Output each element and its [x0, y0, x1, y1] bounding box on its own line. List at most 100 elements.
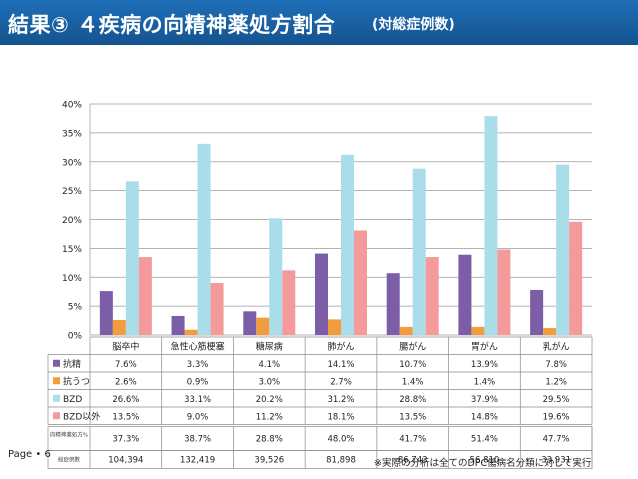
legend-label: 抗うつ — [63, 375, 90, 387]
bar-4-0 — [386, 273, 400, 335]
extra-row-label: 向精神薬処方% — [50, 431, 88, 439]
legend-swatch — [53, 377, 60, 385]
bar-6-0 — [530, 289, 544, 335]
data-label: 2.6% — [115, 377, 137, 387]
page-title: 結果③ ４疾病の向精神薬処方割合 — [8, 13, 336, 37]
extra-row-value: 51.4% — [471, 435, 498, 445]
bar-1-0 — [171, 315, 185, 335]
data-label: 10.7% — [399, 360, 426, 370]
legend-label: BZD以外 — [63, 410, 100, 422]
extra-row-value: 38.7% — [184, 435, 211, 445]
data-label: 18.1% — [327, 412, 354, 422]
y-tick-label: 15% — [62, 245, 82, 255]
y-tick-label: 25% — [62, 187, 82, 197]
data-label: 13.5% — [399, 412, 426, 422]
category-label: 急性心筋梗塞 — [171, 341, 225, 353]
bar-5-0 — [458, 254, 472, 335]
data-label: 1.4% — [474, 377, 496, 387]
bar-5-3 — [497, 249, 511, 335]
category-label: 乳がん — [543, 341, 570, 353]
legend-swatch — [53, 394, 60, 402]
y-tick-label: 35% — [62, 129, 82, 139]
page-subtitle: (対総症例数) — [372, 17, 455, 33]
data-label: 4.1% — [258, 360, 280, 370]
category-label: 脳卒中 — [112, 341, 139, 353]
y-tick-label: 0% — [68, 332, 83, 342]
extra-row-value: 132,419 — [180, 456, 215, 466]
bar-6-1 — [543, 328, 557, 335]
bar-0-3 — [138, 257, 152, 335]
data-label: 13.9% — [471, 360, 498, 370]
bar-6-3 — [569, 221, 583, 335]
bar-2-0 — [243, 311, 257, 335]
category-label: 腸がん — [399, 341, 426, 353]
bar-1-3 — [210, 283, 224, 335]
extra-row-value: 48.0% — [327, 435, 354, 445]
data-label: 0.9% — [187, 377, 209, 387]
extra-row-value: 47.7% — [543, 435, 570, 445]
legend-label: 抗精 — [63, 358, 81, 370]
page-number: Page • 6 — [8, 449, 51, 460]
bar-5-1 — [471, 326, 485, 335]
data-label: 3.3% — [187, 360, 209, 370]
legend-swatch — [53, 359, 60, 367]
title-bar: 結果③ ４疾病の向精神薬処方割合 (対総症例数) — [0, 0, 638, 45]
data-label: 29.5% — [543, 395, 570, 405]
extra-row-value: 81,898 — [326, 456, 356, 466]
data-label: 37.9% — [471, 395, 498, 405]
bar-3-1 — [328, 319, 341, 335]
bar-4-1 — [399, 326, 413, 335]
extra-row-value: 37.3% — [112, 435, 139, 445]
data-label: 9.0% — [187, 412, 209, 422]
extra-row-value: 33,931 — [541, 456, 571, 466]
bar-2-1 — [256, 317, 270, 335]
extra-row-value: 86,743 — [398, 456, 428, 466]
bar-3-3 — [354, 230, 367, 335]
data-label: 7.8% — [545, 360, 567, 370]
data-label: 13.5% — [112, 412, 139, 422]
category-label: 胃がん — [471, 341, 498, 353]
y-tick-label: 20% — [62, 216, 82, 226]
data-label: 20.2% — [256, 395, 283, 405]
bar-2-3 — [282, 270, 296, 335]
y-tick-label: 30% — [62, 158, 82, 168]
data-label: 14.1% — [327, 360, 354, 370]
data-label: 28.8% — [399, 395, 426, 405]
data-label: 31.2% — [327, 395, 354, 405]
data-label: 26.6% — [112, 395, 139, 405]
y-tick-label: 10% — [62, 274, 82, 284]
bar-0-2 — [125, 181, 139, 335]
data-label: 1.4% — [402, 377, 424, 387]
bar-0-0 — [99, 291, 113, 335]
data-label: 33.1% — [184, 395, 211, 405]
data-label: 3.0% — [258, 377, 280, 387]
y-tick-label: 5% — [68, 303, 83, 313]
footnote: ※実際の分析は全てのDPC傷病名分類に対して実行 — [374, 458, 592, 469]
extra-row-value: 104,394 — [108, 456, 143, 466]
bar-3-0 — [315, 253, 328, 335]
bar-1-2 — [197, 143, 211, 335]
category-label: 糖尿病 — [256, 341, 283, 353]
extra-row-value: 56,810 — [470, 456, 500, 466]
extra-row-label: 総症例数 — [58, 456, 81, 464]
bar-1-1 — [184, 329, 198, 335]
y-tick-label: 40% — [62, 101, 82, 111]
category-label: 肺がん — [327, 341, 354, 353]
data-label: 2.7% — [330, 377, 352, 387]
bar-5-2 — [484, 116, 498, 335]
data-label: 7.6% — [115, 360, 137, 370]
bar-6-2 — [556, 164, 570, 335]
data-label: 19.6% — [543, 412, 570, 422]
bar-2-2 — [269, 218, 283, 335]
legend-label: BZD — [63, 395, 82, 405]
extra-row-value: 41.7% — [399, 435, 426, 445]
data-label: 14.8% — [471, 412, 498, 422]
extra-row-value: 28.8% — [256, 435, 283, 445]
data-label: 1.2% — [545, 377, 567, 387]
extra-row-value: 39,526 — [254, 456, 284, 466]
data-label: 11.2% — [256, 412, 283, 422]
bar-4-2 — [412, 168, 426, 335]
bar-4-3 — [425, 257, 439, 335]
bar-0-1 — [112, 319, 126, 335]
